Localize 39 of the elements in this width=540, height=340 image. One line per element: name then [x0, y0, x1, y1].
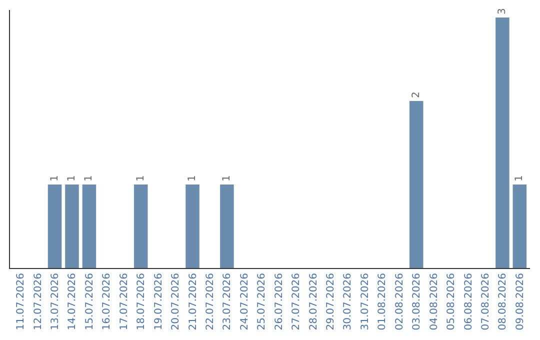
x-tick-label: 08.08.2026: [498, 273, 509, 330]
x-tick-label: 11.07.2026: [16, 273, 27, 330]
data-label: 2: [410, 92, 422, 98]
x-tick-label: 01.08.2026: [377, 273, 388, 330]
x-tick-label: 24.07.2026: [239, 273, 250, 330]
x-tick-label: 21.07.2026: [188, 273, 199, 330]
x-tick-label: 22.07.2026: [204, 273, 216, 330]
x-tick-label: 19.07.2026: [153, 273, 164, 330]
x-tick-label: 13.07.2026: [50, 273, 62, 330]
x-tick-label: 09.08.2026: [514, 273, 526, 330]
x-tick-label: 03.08.2026: [412, 273, 423, 330]
data-label: 1: [135, 175, 146, 182]
x-tick-label: 31.07.2026: [360, 273, 371, 330]
data-label: 1: [49, 175, 60, 182]
x-tick-label: 17.07.2026: [118, 273, 130, 330]
x-tick-label: 07.08.2026: [480, 273, 492, 330]
x-tick-label: 04.08.2026: [428, 273, 440, 330]
x-tick-label: 29.07.2026: [326, 273, 337, 330]
x-tick-label: 23.07.2026: [222, 273, 234, 330]
data-label: 1: [84, 175, 95, 182]
x-tick-label: 16.07.2026: [102, 273, 113, 330]
x-tick-label: 05.08.2026: [446, 273, 458, 330]
data-label: 1: [66, 175, 78, 182]
data-label: 1: [221, 175, 232, 182]
x-tick-label: 06.08.2026: [463, 273, 474, 330]
data-label: 1: [187, 175, 198, 182]
x-tick-label: 27.07.2026: [291, 273, 302, 330]
x-tick-label: 12.07.2026: [32, 273, 44, 330]
x-tick-label: 20.07.2026: [170, 273, 182, 330]
x-tick-label: 18.07.2026: [136, 273, 148, 330]
x-tick-label: 14.07.2026: [67, 273, 78, 330]
x-tick-label: 02.08.2026: [394, 273, 406, 330]
data-label: 3: [496, 8, 508, 15]
x-tick-label: 28.07.2026: [308, 273, 320, 330]
x-tick-label: 15.07.2026: [84, 273, 96, 330]
x-tick-label: 30.07.2026: [342, 273, 354, 330]
x-tick-label: 25.07.2026: [256, 273, 268, 330]
data-label: 1: [514, 175, 526, 182]
x-tick-label: 26.07.2026: [274, 273, 285, 330]
